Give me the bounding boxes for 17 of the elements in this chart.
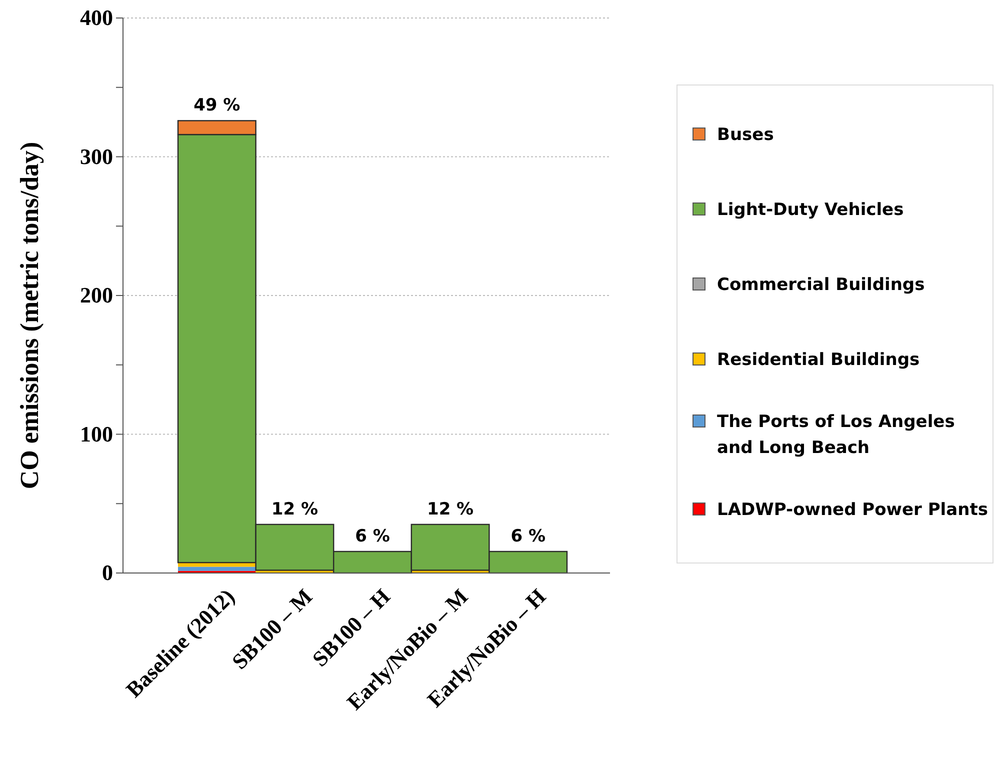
- legend-label: LADWP-owned Power Plants: [717, 500, 988, 520]
- legend-label: The Ports of Los Angeles and Long Beach: [717, 412, 955, 458]
- legend-label: Commercial Buildings: [717, 275, 925, 295]
- annotation: 12 %: [426, 499, 474, 520]
- annotation: 6 %: [510, 526, 546, 546]
- annotation: 49 %: [194, 96, 240, 116]
- y-tick-label: 200: [80, 282, 113, 308]
- y-tick-label: 400: [80, 5, 113, 30]
- y-tick-label: 300: [80, 144, 113, 169]
- legend-label: Buses: [717, 125, 774, 145]
- annotation: 12 %: [271, 499, 318, 520]
- y-tick-label: 100: [80, 421, 113, 446]
- annotation: 6 %: [355, 526, 390, 546]
- legend-label: Light-Duty Vehicles: [717, 200, 904, 220]
- legend-label: Residential Buildings: [717, 350, 920, 370]
- y-axis-title: CO emissions (metric tons/day): [15, 142, 44, 490]
- y-tick-label: 0: [102, 560, 113, 586]
